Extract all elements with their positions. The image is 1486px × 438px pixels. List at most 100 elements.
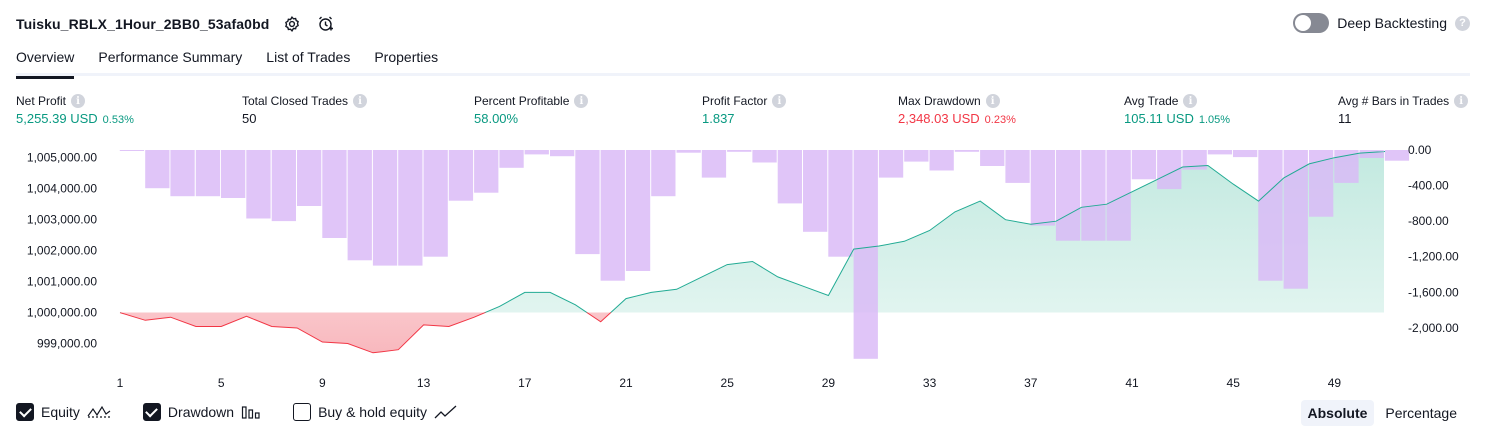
- equity-line-loss: [119, 312, 612, 354]
- x-tick-label: 21: [619, 376, 633, 390]
- tab-list-of-trades[interactable]: List of Trades: [266, 49, 351, 65]
- drawdown-bar-44: [1207, 150, 1233, 155]
- info-icon[interactable]: i: [574, 94, 589, 108]
- drawdown-bar-22: [651, 150, 676, 197]
- metric-percent: 0.53%: [102, 114, 134, 126]
- drawdown-bar-19: [575, 150, 600, 255]
- left-tick-label: 1,004,000.00: [27, 182, 97, 196]
- drawdown-bar-23: [676, 150, 701, 153]
- drawdown-bar-24: [701, 150, 727, 178]
- chart-legend: Equity Drawdown Buy & hold equity: [16, 403, 490, 421]
- equity-area: [120, 151, 1385, 353]
- x-tick-label: 25: [721, 376, 735, 390]
- drawdown-bar-12: [398, 150, 423, 266]
- drawdown-bar-48: [1309, 150, 1334, 217]
- metric-label: Total Closed Trades: [242, 94, 349, 108]
- absolute-mode-button[interactable]: Absolute: [1300, 400, 1375, 426]
- drawdown-bar-49: [1334, 150, 1359, 183]
- trend-line-icon: [434, 404, 458, 420]
- x-tick-label: 41: [1125, 376, 1139, 390]
- info-icon[interactable]: i: [1183, 94, 1198, 108]
- legend-equity-label: Equity: [41, 404, 80, 420]
- metric-label: Max Drawdown: [898, 94, 981, 108]
- x-tick-label: 13: [417, 376, 431, 390]
- right-tick-label: -1,200.00: [1408, 250, 1459, 264]
- deep-backtesting-toggle[interactable]: [1293, 13, 1330, 33]
- metric-value: 50: [242, 111, 257, 126]
- drawdown-bar-9: [322, 150, 347, 238]
- drawdown-bar-20: [600, 150, 625, 281]
- help-icon[interactable]: ?: [1455, 15, 1470, 31]
- tab-properties[interactable]: Properties: [374, 49, 439, 65]
- x-tick-label: 9: [319, 376, 326, 390]
- drawdown-bar-18: [550, 150, 575, 157]
- tab-overview[interactable]: Overview: [16, 42, 75, 79]
- drawdown-bar-5: [221, 150, 246, 198]
- drawdown-bar-13: [423, 150, 448, 257]
- drawdown-bar-10: [347, 150, 372, 261]
- info-icon[interactable]: i: [772, 94, 787, 108]
- x-tick-label: 49: [1328, 376, 1342, 390]
- right-tick-label: -400.00: [1408, 179, 1449, 193]
- x-tick-label: 29: [822, 376, 836, 390]
- x-tick-label: 33: [923, 376, 937, 390]
- drawdown-bar-38: [1055, 150, 1081, 241]
- equity-checkbox[interactable]: [16, 403, 34, 421]
- add-alert-icon[interactable]: [315, 13, 337, 35]
- equity-drawdown-chart[interactable]: 1,005,000.00 1,004,000.00 1,003,000.00 1,00…: [0, 140, 1486, 395]
- drawdown-bar-50: [1359, 150, 1384, 158]
- left-axis: 1,005,000.00 1,004,000.00 1,003,000.00 1,00…: [27, 151, 97, 351]
- drawdown-bar-8: [297, 150, 322, 206]
- drawdown-bar-43: [1182, 150, 1207, 170]
- drawdown-bar-26: [752, 150, 777, 163]
- drawdown-bar-16: [499, 150, 524, 168]
- drawdown-bar-25: [727, 150, 752, 152]
- equity-line: [119, 151, 1386, 354]
- metric-value: 58.00%: [474, 111, 519, 126]
- metric-max-drawdown: Max Drawdown i 2,348.03 USD 0.23%: [898, 92, 1016, 126]
- metric-percent-profitable: Percent Profitable i 58.00%: [474, 92, 589, 126]
- left-tick-label: 1,001,000.00: [27, 275, 97, 289]
- legend-equity[interactable]: Equity: [16, 403, 111, 421]
- left-tick-label: 999,000.00: [37, 337, 97, 351]
- right-tick-label: -2,000.00: [1408, 321, 1459, 335]
- drawdown-bar-47: [1283, 150, 1308, 289]
- deep-backtesting: Deep Backtesting ?: [1293, 13, 1470, 33]
- drawdown-bar-6: [246, 150, 271, 219]
- drawdown-bar-1: [119, 150, 145, 151]
- drawdown-bar-34: [954, 150, 980, 152]
- drawdown-bar-33: [929, 150, 954, 171]
- drawdown-bar-15: [474, 150, 499, 193]
- percentage-mode-button[interactable]: Percentage: [1385, 405, 1457, 421]
- drawdown-bar-29: [828, 150, 853, 257]
- info-icon[interactable]: i: [353, 94, 368, 108]
- metric-net-profit: Net Profit i 5,255.39 USD 0.53%: [16, 92, 134, 126]
- right-tick-label: -1,600.00: [1408, 285, 1459, 299]
- tab-performance-summary[interactable]: Performance Summary: [98, 49, 243, 65]
- info-icon[interactable]: i: [71, 94, 86, 108]
- settings-icon[interactable]: [281, 13, 303, 35]
- drawdown-bar-17: [524, 150, 549, 155]
- info-icon[interactable]: i: [985, 94, 1000, 108]
- x-tick-label: 5: [218, 376, 225, 390]
- drawdown-bar-37: [1030, 150, 1055, 226]
- metric-value: 11: [1338, 111, 1352, 126]
- buy-hold-checkbox[interactable]: [293, 403, 312, 421]
- drawdown-bar-11: [372, 150, 398, 266]
- legend-buy-hold[interactable]: Buy & hold equity: [293, 403, 458, 421]
- metric-percent: 1.05%: [1198, 114, 1231, 126]
- info-icon[interactable]: i: [1454, 94, 1469, 108]
- drawdown-bar-36: [1005, 150, 1030, 183]
- metric-value: 5,255.39 USD: [16, 111, 98, 126]
- x-tick-label: 17: [518, 376, 532, 390]
- drawdown-bar-45: [1233, 150, 1258, 158]
- drawdown-bar-7: [271, 150, 296, 222]
- legend-drawdown[interactable]: Drawdown: [142, 403, 261, 421]
- equity-area-loss: [120, 312, 1384, 353]
- drawdown-bar-40: [1106, 150, 1131, 241]
- drawdown-checkbox[interactable]: [142, 403, 161, 421]
- metric-label: Profit Factor: [702, 94, 768, 108]
- metric-total-closed-trades: Total Closed Trades i 50: [242, 92, 368, 126]
- left-tick-label: 1,002,000.00: [27, 244, 97, 258]
- metric-label: Net Profit: [16, 94, 67, 108]
